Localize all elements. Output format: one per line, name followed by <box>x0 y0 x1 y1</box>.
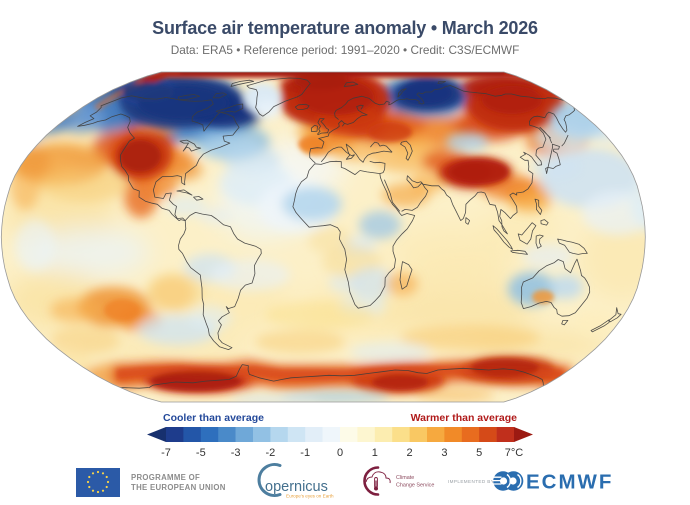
svg-text:PROGRAMME OF: PROGRAMME OF <box>131 473 200 482</box>
svg-text:-5: -5 <box>196 447 206 459</box>
svg-text:5: 5 <box>476 447 482 459</box>
svg-text:1: 1 <box>372 447 378 459</box>
svg-text:Cooler than average: Cooler than average <box>163 412 264 424</box>
svg-text:2: 2 <box>407 447 413 459</box>
svg-text:Climate: Climate <box>396 475 414 481</box>
svg-text:opernicus: opernicus <box>265 479 328 495</box>
svg-text:IMPLEMENTED BY: IMPLEMENTED BY <box>448 479 494 484</box>
svg-text:THE EUROPEAN UNION: THE EUROPEAN UNION <box>131 483 226 492</box>
svg-text:-2: -2 <box>266 447 276 459</box>
svg-text:-1: -1 <box>300 447 310 459</box>
svg-text:ECMWF: ECMWF <box>526 471 613 494</box>
svg-text:3: 3 <box>441 447 447 459</box>
svg-text:0: 0 <box>337 447 343 459</box>
svg-text:Europe's eyes on Earth: Europe's eyes on Earth <box>286 494 334 499</box>
svg-text:-3: -3 <box>231 447 241 459</box>
svg-text:-7: -7 <box>161 447 171 459</box>
svg-text:Change Service: Change Service <box>396 483 434 489</box>
svg-text:7°C: 7°C <box>505 447 524 459</box>
svg-text:Warmer than average: Warmer than average <box>411 412 518 424</box>
